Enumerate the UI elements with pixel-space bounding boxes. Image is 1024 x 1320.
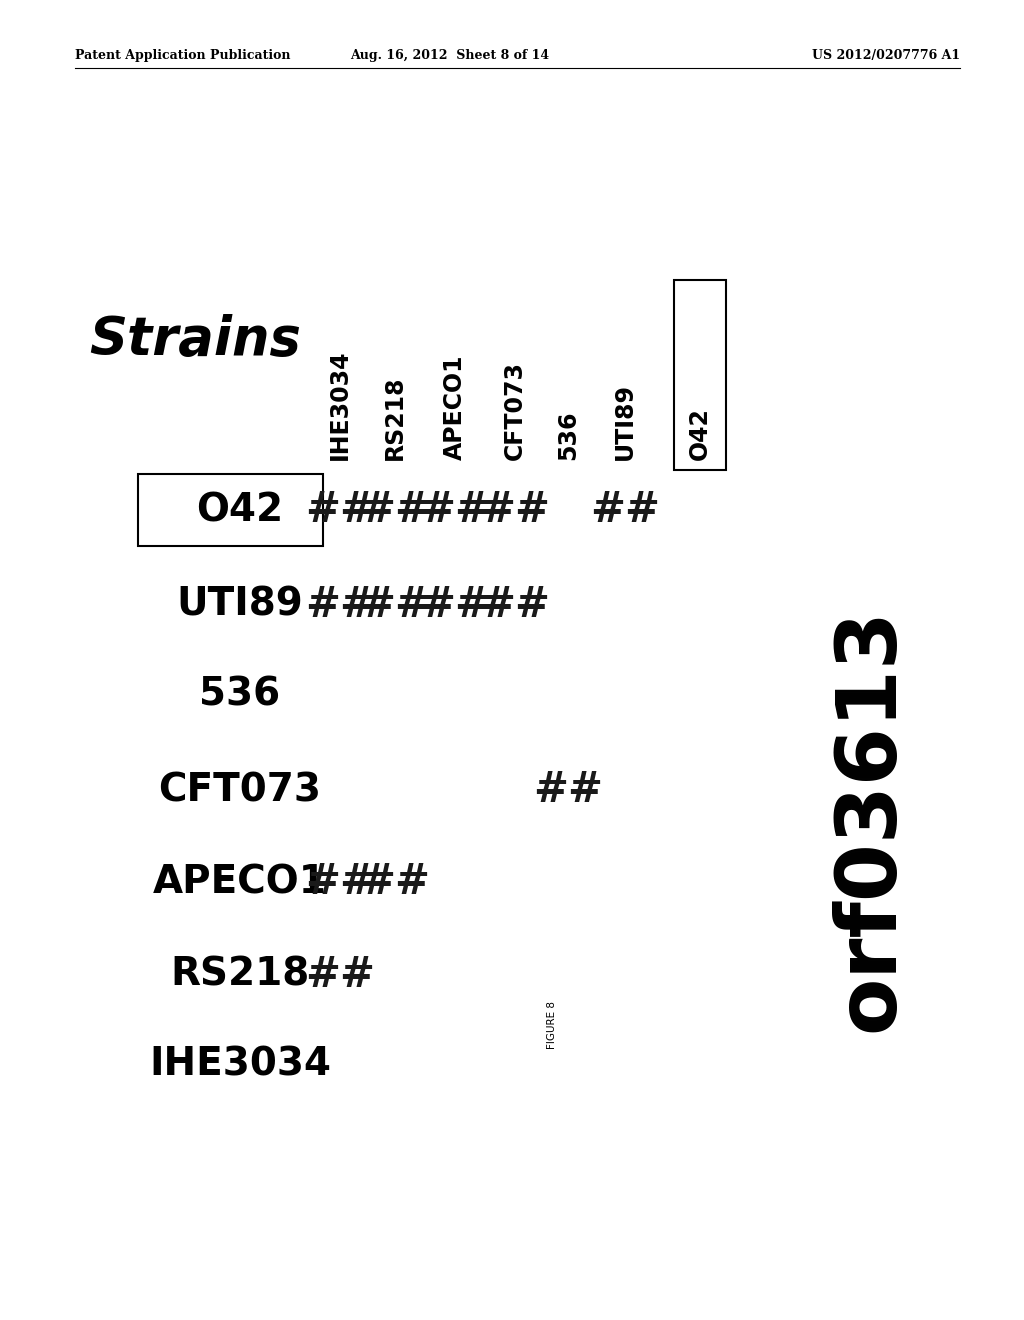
Text: IHE3034: IHE3034 bbox=[328, 350, 352, 459]
Text: CFT073: CFT073 bbox=[159, 771, 322, 809]
Text: CFT073: CFT073 bbox=[503, 360, 527, 459]
Text: FIGURE 8: FIGURE 8 bbox=[547, 1001, 557, 1049]
Text: US 2012/0207776 A1: US 2012/0207776 A1 bbox=[812, 49, 961, 62]
Text: UTI89: UTI89 bbox=[613, 383, 637, 459]
Text: ##: ## bbox=[480, 488, 550, 531]
Text: UTI89: UTI89 bbox=[176, 586, 303, 624]
Text: Patent Application Publication: Patent Application Publication bbox=[75, 49, 291, 62]
Text: APECO1: APECO1 bbox=[153, 863, 327, 902]
Text: Strains: Strains bbox=[89, 314, 301, 366]
Text: RS218: RS218 bbox=[170, 956, 309, 994]
Text: ##: ## bbox=[534, 770, 603, 810]
FancyBboxPatch shape bbox=[674, 280, 726, 470]
Text: ##: ## bbox=[305, 488, 375, 531]
Text: ##: ## bbox=[420, 583, 490, 626]
Text: IHE3034: IHE3034 bbox=[150, 1045, 331, 1084]
Text: 536: 536 bbox=[556, 411, 580, 459]
Text: ##: ## bbox=[305, 861, 375, 903]
Text: ##: ## bbox=[305, 954, 375, 997]
Text: ##: ## bbox=[360, 861, 430, 903]
Text: APECO1: APECO1 bbox=[443, 355, 467, 459]
Text: RS218: RS218 bbox=[383, 375, 407, 459]
Text: Aug. 16, 2012  Sheet 8 of 14: Aug. 16, 2012 Sheet 8 of 14 bbox=[350, 49, 550, 62]
Text: ##: ## bbox=[590, 488, 660, 531]
Text: 536: 536 bbox=[200, 676, 281, 714]
FancyBboxPatch shape bbox=[138, 474, 323, 546]
Text: ##: ## bbox=[420, 488, 490, 531]
Text: ##: ## bbox=[305, 583, 375, 626]
Text: ##: ## bbox=[480, 583, 550, 626]
Text: ##: ## bbox=[360, 488, 430, 531]
Text: O42: O42 bbox=[197, 491, 284, 529]
Text: O42: O42 bbox=[688, 407, 712, 459]
Text: ##: ## bbox=[360, 583, 430, 626]
Text: orf03613: orf03613 bbox=[829, 607, 910, 1032]
